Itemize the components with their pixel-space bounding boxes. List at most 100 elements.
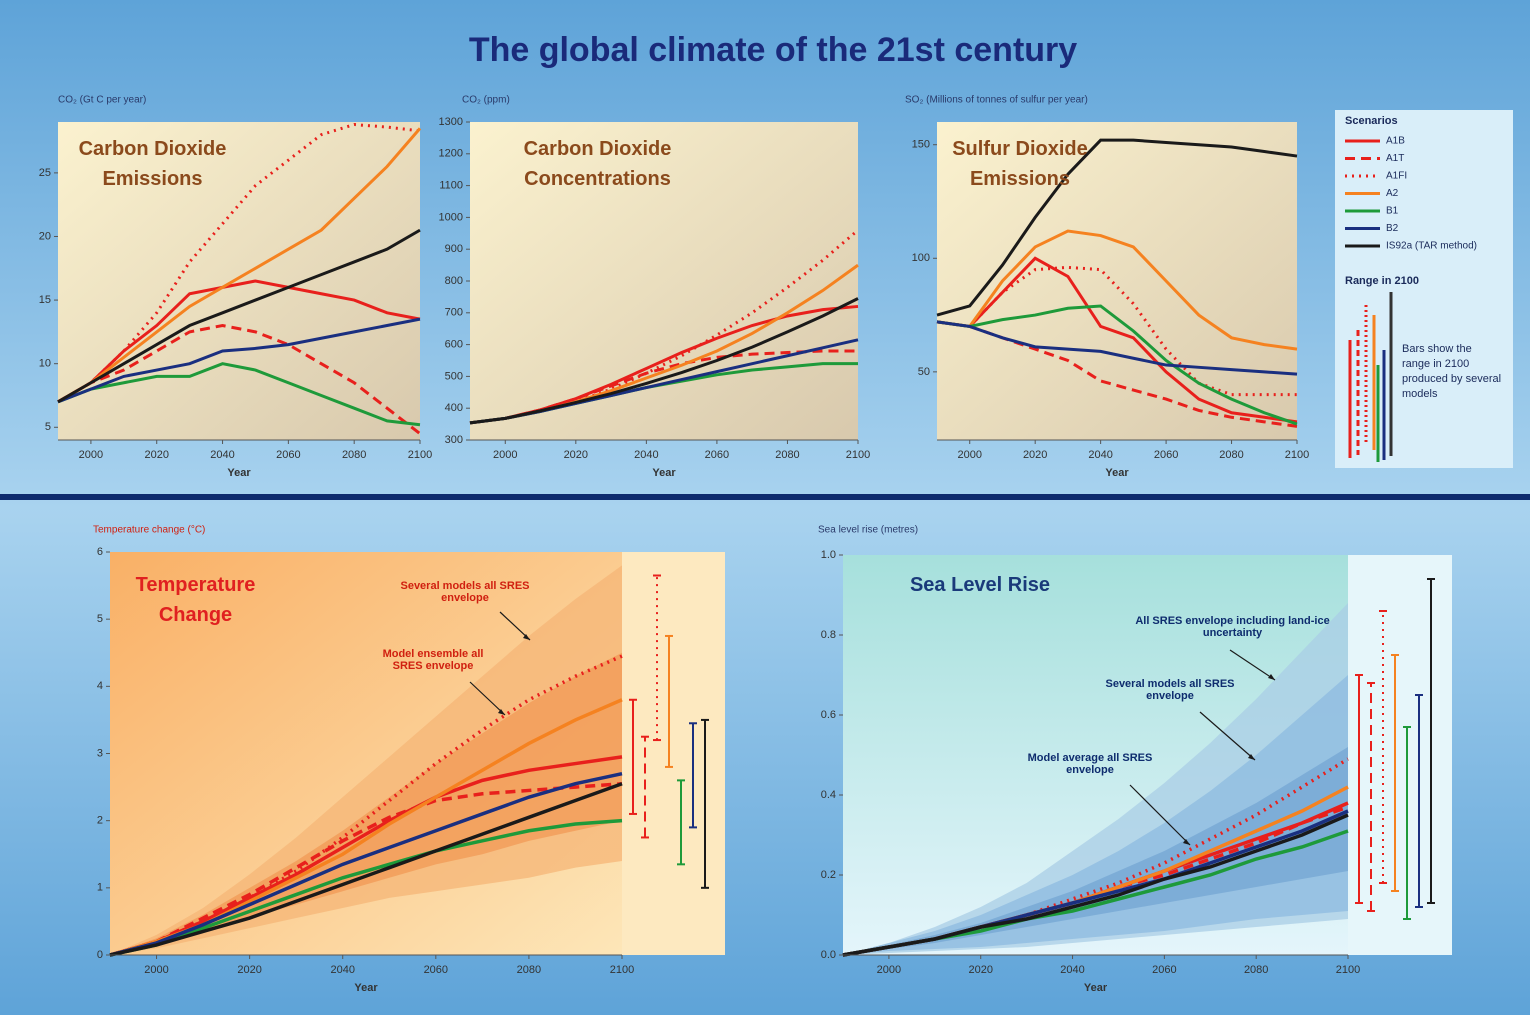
annotation-arrow [1129, 784, 1191, 846]
legend-title: Scenarios [1345, 115, 1398, 127]
legend-range-sample [1348, 292, 1393, 462]
x-tick-label: 2020 [968, 964, 992, 976]
x-tick-label: 2100 [408, 449, 432, 461]
y-tick-label: 5 [97, 613, 103, 625]
annotation-arrow [1199, 711, 1256, 761]
legend-label: B1 [1386, 206, 1399, 217]
series-line [109, 818, 623, 957]
x-tick-label: 2060 [1152, 964, 1176, 976]
envelope [110, 565, 622, 955]
y-tick-label: 1100 [439, 180, 463, 192]
x-tick-label: 2080 [1219, 449, 1243, 461]
legend-label: A2 [1386, 188, 1399, 199]
range-area [1348, 555, 1452, 955]
x-tick-label: 2000 [493, 449, 517, 461]
y-axis-title: Temperature change (°C) [93, 525, 205, 536]
x-tick-label: 2060 [1154, 449, 1178, 461]
series-line [936, 229, 1298, 351]
annotation-arrowhead [1183, 839, 1190, 845]
annotation-arrowhead [523, 634, 530, 640]
plot-title: Temperature Change [135, 574, 256, 626]
x-tick-label: 2000 [79, 449, 103, 461]
plot-title: Sulfur Dioxide Emissions [952, 138, 1088, 190]
annotation-arrowhead [1268, 674, 1275, 680]
series-line [57, 362, 421, 427]
y-tick-label: 50 [918, 366, 930, 378]
y-tick-label: 0.2 [821, 869, 836, 881]
series-line [469, 228, 859, 425]
legend-range-title: Range in 2100 [1345, 275, 1419, 287]
x-tick-label: 2060 [424, 964, 448, 976]
range-area [622, 552, 725, 955]
x-tick-label: 2060 [705, 449, 729, 461]
x-tick-label: 2040 [1088, 449, 1112, 461]
series-line [936, 320, 1298, 376]
y-tick-label: 10 [39, 358, 51, 370]
legend-label: IS92a (TAR method) [1386, 241, 1477, 252]
x-axis-title: Year [1084, 982, 1108, 994]
x-tick-label: 2040 [1060, 964, 1084, 976]
y-tick-label: 2 [97, 815, 103, 827]
series-line [469, 297, 859, 425]
y-tick-label: 1300 [439, 116, 463, 128]
legend-label: A1T [1386, 153, 1404, 164]
x-tick-label: 2080 [342, 449, 366, 461]
legend-label: B2 [1386, 223, 1399, 234]
annotation-arrow [1229, 649, 1276, 681]
y-tick-label: 100 [912, 252, 930, 264]
y-tick-label: 0 [97, 949, 103, 961]
x-tick-label: 2000 [144, 964, 168, 976]
x-tick-label: 2020 [1023, 449, 1047, 461]
y-tick-label: 0.4 [821, 789, 836, 801]
y-tick-label: 0.0 [821, 949, 836, 961]
divider [0, 494, 1530, 500]
x-axis-title: Year [354, 982, 378, 994]
series-line [109, 771, 623, 957]
envelope [110, 652, 622, 955]
y-tick-label: 900 [445, 243, 463, 255]
legend-label: A1FI [1386, 171, 1407, 182]
y-tick-label: 4 [97, 680, 103, 692]
plot-title: Carbon Dioxide Concentrations [523, 138, 672, 190]
y-tick-label: 5 [45, 421, 51, 433]
series-line [842, 813, 1349, 957]
series-line [57, 317, 421, 404]
x-tick-label: 2100 [1336, 964, 1360, 976]
y-tick-label: 600 [445, 339, 463, 351]
x-tick-label: 2080 [775, 449, 799, 461]
y-tick-label: 1000 [439, 211, 463, 223]
x-tick-label: 2080 [1244, 964, 1268, 976]
x-tick-label: 2100 [1285, 449, 1309, 461]
plot-title: Sea Level Rise [909, 574, 1051, 596]
x-tick-label: 2000 [957, 449, 981, 461]
series-line [109, 755, 623, 957]
envelope-label: Model ensemble all SRES envelope [382, 648, 484, 672]
annotation-arrow [469, 681, 506, 716]
plot-area [58, 122, 420, 440]
series-line [57, 323, 421, 435]
y-tick-label: 800 [445, 275, 463, 287]
x-tick-label: 2060 [276, 449, 300, 461]
series-line [109, 782, 623, 957]
series-line [936, 320, 1298, 428]
series-line [57, 279, 421, 404]
legend-label: A1B [1386, 136, 1405, 147]
x-axis-title: Year [227, 467, 251, 479]
y-tick-label: 150 [912, 139, 930, 151]
y-tick-label: 400 [445, 402, 463, 414]
y-tick-label: 0.8 [821, 629, 836, 641]
x-tick-label: 2040 [330, 964, 354, 976]
x-axis-title: Year [652, 467, 676, 479]
y-tick-label: 3 [97, 747, 103, 759]
annotation-arrowhead [498, 709, 505, 715]
page-title: The global climate of the 21st century [469, 31, 1077, 69]
x-tick-label: 2020 [237, 964, 261, 976]
y-tick-label: 700 [445, 307, 463, 319]
y-axis-title: CO₂ (Gt C per year) [58, 95, 146, 106]
envelope-label: Model average all SRES envelope [1027, 752, 1153, 776]
x-tick-label: 2080 [517, 964, 541, 976]
legend-box [1335, 110, 1513, 468]
y-tick-label: 1 [97, 882, 103, 894]
y-tick-label: 1200 [439, 148, 463, 160]
